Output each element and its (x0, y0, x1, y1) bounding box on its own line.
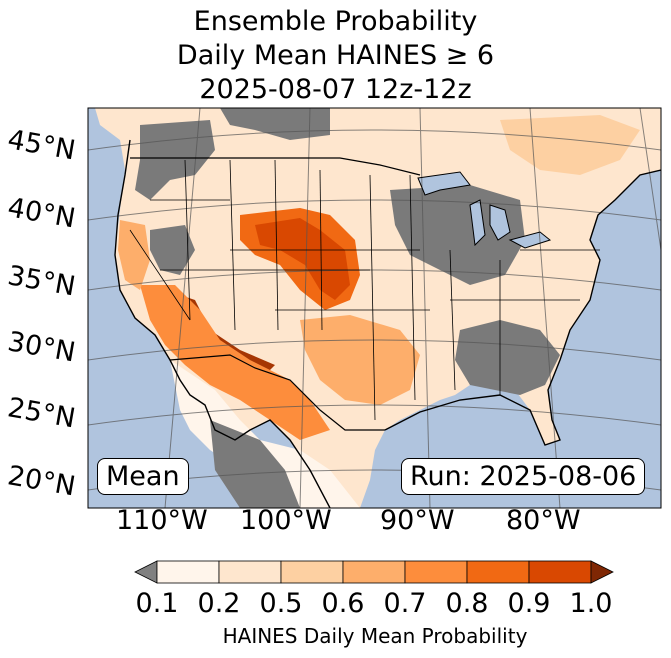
grey-nevada (150, 225, 195, 275)
grey-mexico (210, 420, 300, 508)
title-line-2: Daily Mean HAINES ≥ 6 (176, 40, 495, 71)
colorbar-under-arrow (134, 560, 158, 584)
colorbar-tick: 1.0 (569, 588, 613, 619)
map-frame (87, 107, 662, 509)
colorbar-over-arrow (590, 560, 614, 584)
colorbar (134, 560, 614, 584)
colorbar-tick: 0.1 (135, 588, 179, 619)
grey-canada (220, 108, 330, 140)
lon-label-100: 100°W (240, 505, 332, 536)
grey-southeast (455, 320, 560, 395)
run-label-box: Run: 2025-08-06 (401, 458, 646, 495)
colorbar-segment (218, 560, 282, 584)
prob-southwest (140, 285, 330, 440)
colorbar-segment (528, 560, 592, 584)
colorbar-segment (466, 560, 530, 584)
lakes-outline (417, 171, 552, 249)
stat-label-box: Mean (97, 458, 189, 495)
state-lines (129, 159, 600, 421)
us-border (130, 157, 421, 431)
prob-northeast (500, 115, 640, 175)
colorbar-segment (342, 560, 406, 584)
grey-northwest (135, 120, 215, 200)
great-lakes (418, 172, 550, 248)
colorbar-segment (156, 560, 220, 584)
colorbar-label: HAINES Daily Mean Probability (222, 624, 528, 648)
lon-label-80: 80°W (506, 505, 581, 536)
lon-label-90: 90°W (380, 505, 455, 536)
prob-california (118, 220, 150, 290)
colorbar-tick: 0.2 (197, 588, 241, 619)
lon-label-110: 110°W (116, 505, 208, 536)
colorbar-tick: 0.6 (321, 588, 365, 619)
colorbar-tick: 0.9 (507, 588, 551, 619)
title-line-3: 2025-08-07 12z-12z (199, 74, 472, 105)
colorbar-tick: 0.8 (445, 588, 489, 619)
title-line-1: Ensemble Probability (193, 6, 478, 37)
colorbar-tick: 0.7 (383, 588, 427, 619)
colorbar-segment (280, 560, 344, 584)
prob-core (255, 218, 350, 300)
colorbar-tick: 0.5 (259, 588, 303, 619)
colorbar-segment (404, 560, 468, 584)
prob-texas (300, 315, 420, 405)
coastline (114, 139, 661, 508)
